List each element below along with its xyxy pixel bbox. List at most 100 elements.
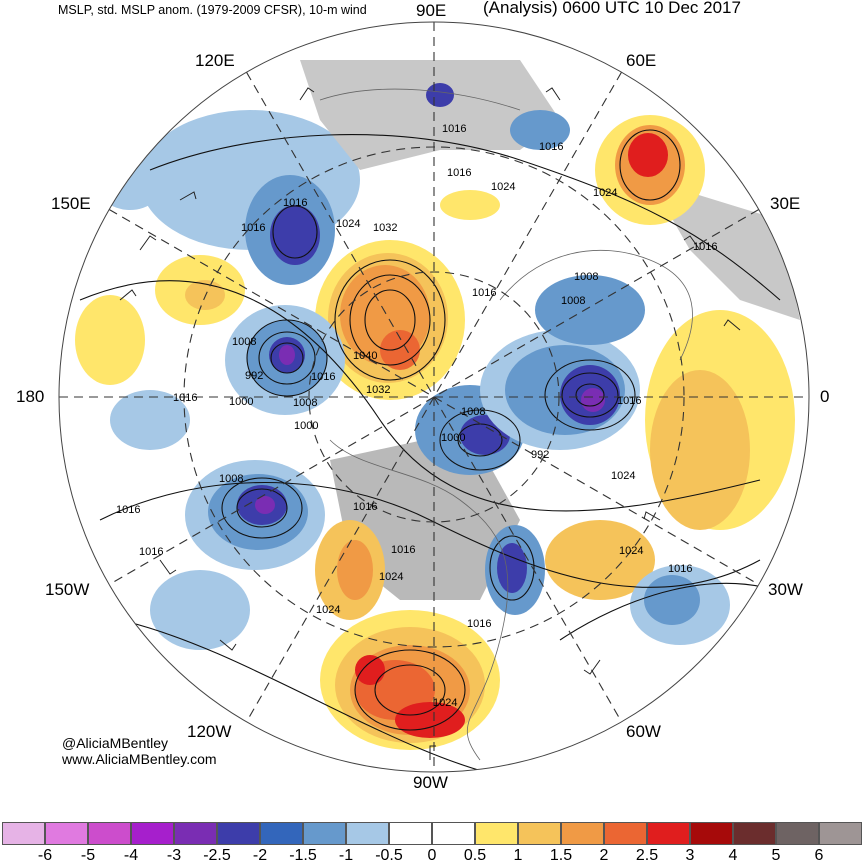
credit-handle: @AliciaMBentley xyxy=(62,735,169,751)
isobar-label: 1024 xyxy=(611,470,635,482)
colorbar-cell xyxy=(432,822,475,845)
colorbar-cell xyxy=(776,822,819,845)
wind-barbs xyxy=(119,87,741,760)
longitude-label: 60E xyxy=(626,51,657,70)
colorbar-cell xyxy=(690,822,733,845)
isobar-label: 1016 xyxy=(442,123,466,135)
isobar-label: 1008 xyxy=(232,336,256,348)
isobar-label: 1016 xyxy=(241,222,265,234)
isobar-label: 1016 xyxy=(539,141,563,153)
isobar-label: 1024 xyxy=(593,187,617,199)
colorbar-tick-label: -2.5 xyxy=(203,847,231,864)
colorbar-cell xyxy=(647,822,690,845)
colorbar-cell xyxy=(303,822,346,845)
isobar-label: 1008 xyxy=(219,473,243,485)
colorbar-cell xyxy=(561,822,604,845)
colorbar-tick-label: -5 xyxy=(80,847,96,864)
colorbar-tick-label: 4 xyxy=(728,847,738,864)
isobar-label: 1024 xyxy=(433,697,457,709)
isobar-label: 1024 xyxy=(316,604,340,616)
isobar-label: 1032 xyxy=(366,384,390,396)
isobar-contours xyxy=(79,129,801,772)
isobar-label: 1016 xyxy=(391,544,415,556)
isobar-label: 992 xyxy=(531,449,549,461)
colorbar-tick-label: -2 xyxy=(252,847,268,864)
isobar-label: 1008 xyxy=(293,397,317,409)
longitude-label: 0 xyxy=(820,387,830,406)
isobar-label: 1000 xyxy=(294,420,318,432)
map-border xyxy=(58,21,810,773)
isobar-label: 1000 xyxy=(441,432,465,444)
colorbar-cell xyxy=(217,822,260,845)
graticule xyxy=(59,22,809,772)
longitude-label: 150W xyxy=(45,580,90,599)
isobar-label: 1008 xyxy=(461,406,485,418)
isobar-label: 1016 xyxy=(668,563,692,575)
isobar-label: 1016 xyxy=(353,501,377,513)
isobar-label: 1016 xyxy=(283,197,307,209)
colorbar-tick-label: -3 xyxy=(166,847,182,864)
isobar-label: 1040 xyxy=(353,350,377,362)
colorbar-cell xyxy=(518,822,561,845)
map-title: MSLP, std. MSLP anom. (1979-2009 CFSR), … xyxy=(58,3,367,17)
isobar-label: 1016 xyxy=(467,618,491,630)
longitude-label: 30W xyxy=(768,580,803,599)
isobar-label: 1016 xyxy=(116,504,140,516)
isobar-label: 1016 xyxy=(617,395,641,407)
colorbar-cell xyxy=(346,822,389,845)
colorbar-tick-label: 1.5 xyxy=(549,847,573,864)
colorbar-cell xyxy=(604,822,647,845)
isobar-label: 1016 xyxy=(693,241,717,253)
polar-map: 1016 1016 1024 1016 1024 1016 1032 1024 … xyxy=(58,21,810,773)
longitude-label: 150E xyxy=(51,194,91,213)
colorbar-tick-label: 5 xyxy=(771,847,781,864)
isobar-label: 1024 xyxy=(336,218,360,230)
colorbar-cell xyxy=(733,822,776,845)
isobar-label: 1008 xyxy=(574,271,598,283)
colorbar-tick-label: 6 xyxy=(814,847,824,864)
colorbar-tick-label: 2.5 xyxy=(635,847,659,864)
longitude-label: 180 xyxy=(16,387,45,406)
colorbar-tick-label: -1.5 xyxy=(289,847,317,864)
credit-block: @AliciaMBentley www.AliciaMBentley.com xyxy=(62,735,217,767)
colorbar-cell xyxy=(2,822,45,845)
isobar-label: 1032 xyxy=(373,222,397,234)
isobar-label: 1016 xyxy=(311,371,335,383)
colorbar-tick-label: -0.5 xyxy=(375,847,403,864)
colorbar-tick-label: 0 xyxy=(427,847,437,864)
colorbar-cell xyxy=(475,822,518,845)
isobar-label: 1024 xyxy=(619,545,643,557)
colorbar-cell xyxy=(260,822,303,845)
isobar-label-group: 1016 1016 1024 1016 1024 1016 1032 1024 … xyxy=(116,123,717,709)
isobar-label: 1024 xyxy=(491,181,515,193)
coastlines xyxy=(319,88,693,761)
colorbar-tick-label: -1 xyxy=(338,847,354,864)
colorbar-cell xyxy=(131,822,174,845)
colorbar-tick-label: 1 xyxy=(513,847,523,864)
isobar-label: 1016 xyxy=(139,546,163,558)
colorbar-cell xyxy=(819,822,862,845)
colorbar-cell xyxy=(174,822,217,845)
colorbar-cell xyxy=(45,822,88,845)
colorbar-tick-label: 2 xyxy=(599,847,609,864)
colorbar-tick-label: -6 xyxy=(37,847,53,864)
longitude-label: 30E xyxy=(770,194,801,213)
isobar-label: 1016 xyxy=(472,287,496,299)
colorbar-tick-label: 0.5 xyxy=(463,847,487,864)
colorbar-cells xyxy=(2,822,862,845)
longitude-label: 60W xyxy=(626,722,661,741)
longitude-label: 120W xyxy=(187,722,232,741)
credit-website: www.AliciaMBentley.com xyxy=(62,751,217,767)
isobar-label: 1024 xyxy=(379,571,403,583)
isobar-label: 1000 xyxy=(229,396,253,408)
longitude-label: 120E xyxy=(195,51,235,70)
isobar-label: 1016 xyxy=(173,392,197,404)
analysis-time: (Analysis) 0600 UTC 10 Dec 2017 xyxy=(483,0,741,17)
colorbar-cell xyxy=(389,822,432,845)
longitude-label: 90E xyxy=(416,1,447,20)
colorbar-tick-label: 3 xyxy=(685,847,695,864)
isobar-label: 992 xyxy=(245,370,263,382)
colorbar-tick-label: -4 xyxy=(123,847,139,864)
isobar-label: 1016 xyxy=(447,167,471,179)
isobar-label: 1008 xyxy=(561,295,585,307)
